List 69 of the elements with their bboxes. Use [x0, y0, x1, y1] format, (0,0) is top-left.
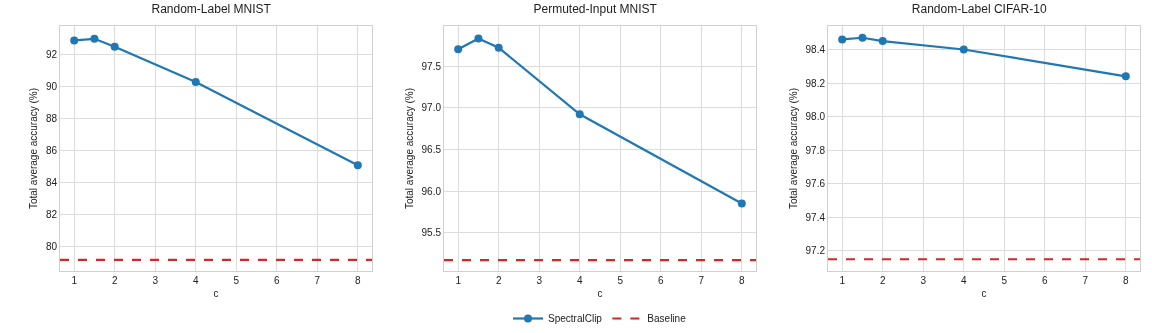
y-tick-label: 92 [45, 49, 58, 61]
y-tick-label: 84 [45, 177, 58, 189]
y-tick-label: 95.5 [421, 227, 442, 239]
x-tick-label: 3 [536, 275, 543, 286]
point [838, 35, 847, 44]
x-tick-label: 1 [839, 275, 846, 286]
y-tick-label: 97.2 [805, 245, 826, 257]
point [878, 37, 887, 46]
x-tick-label: 6 [274, 275, 280, 286]
y-tick-label: 90 [45, 81, 58, 93]
x-tick-label: 1 [455, 275, 462, 286]
x-tick-label: 8 [355, 275, 362, 286]
x-tick-label: 8 [1123, 275, 1130, 286]
point [494, 43, 503, 52]
x-axis-title: c [213, 287, 219, 299]
x-tick-label: 6 [1042, 275, 1048, 286]
chart-title: Permuted-Input MNIST [533, 2, 658, 17]
y-tick-label: 98.4 [805, 43, 826, 55]
point [858, 33, 867, 42]
y-tick-label: 97.0 [421, 102, 442, 114]
x-tick-label: 3 [152, 275, 159, 286]
x-tick-label: 8 [739, 275, 746, 286]
x-tick-label: 6 [658, 275, 664, 286]
point [1121, 72, 1130, 81]
point [110, 42, 119, 51]
y-tick-label: 98.0 [805, 111, 826, 123]
y-tick-label: 98.2 [805, 77, 826, 89]
y-tick-label: 97.6 [805, 178, 826, 190]
y-tick-label: 97.8 [805, 144, 826, 156]
x-tick-label: 4 [960, 275, 967, 286]
y-tick-label: 97.4 [805, 211, 826, 223]
x-tick-label: 3 [920, 275, 927, 286]
legend-label: SpectralClip [548, 313, 603, 325]
y-tick-label: 97.5 [421, 60, 442, 72]
point [737, 199, 746, 208]
chart-title: Random-Label CIFAR-10 [911, 2, 1047, 17]
y-tick-label: 88 [45, 113, 58, 125]
x-tick-label: 5 [1001, 275, 1008, 286]
point [575, 110, 584, 119]
x-tick-label: 7 [1082, 275, 1089, 286]
y-tick-label: 86 [45, 145, 58, 157]
x-tick-label: 4 [576, 275, 583, 286]
chart-title: Random-Label MNIST [151, 2, 272, 17]
x-axis-title: c [981, 287, 987, 299]
x-tick-label: 2 [111, 275, 118, 286]
point [353, 161, 362, 170]
legend-label: Baseline [647, 313, 687, 325]
point [70, 36, 79, 45]
x-tick-label: 1 [71, 275, 78, 286]
y-axis-title: Total average accuracy (%) [27, 87, 39, 210]
y-tick-label: 96.5 [421, 143, 442, 155]
y-axis-title: Total average accuracy (%) [787, 87, 799, 210]
x-tick-label: 5 [233, 275, 240, 286]
x-tick-label: 2 [495, 275, 502, 286]
x-tick-label: 2 [879, 275, 886, 286]
x-axis-title: c [597, 287, 603, 299]
y-axis-title: Total average accuracy (%) [403, 87, 415, 210]
x-tick-label: 7 [698, 275, 705, 286]
x-tick-label: 5 [617, 275, 624, 286]
point [959, 45, 968, 54]
point [454, 45, 463, 54]
point [474, 34, 483, 43]
point [191, 78, 200, 87]
point [90, 34, 99, 43]
y-tick-label: 82 [45, 209, 58, 221]
y-tick-label: 80 [45, 241, 58, 253]
x-tick-label: 7 [314, 275, 321, 286]
y-tick-label: 96.0 [421, 185, 442, 197]
x-tick-label: 4 [192, 275, 199, 286]
